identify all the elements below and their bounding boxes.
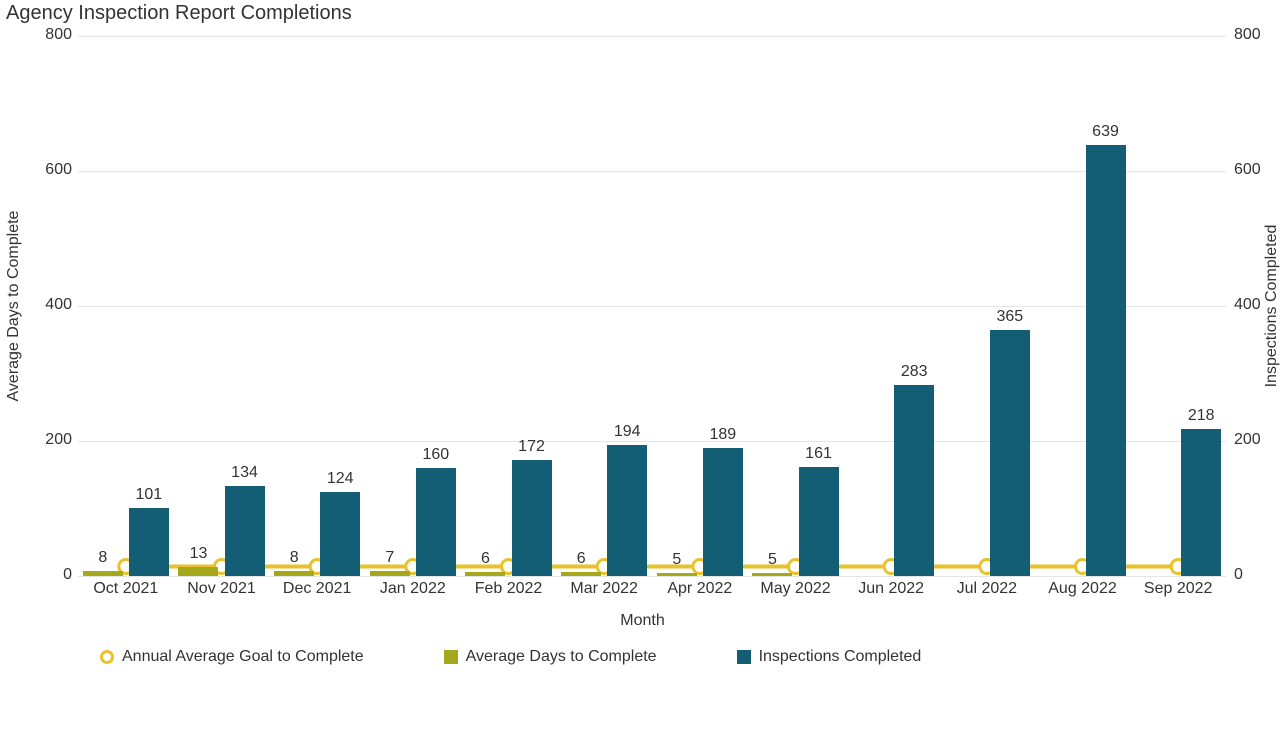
bar-label-inspections: 189 — [709, 426, 736, 444]
bar-label-inspections: 160 — [422, 446, 449, 464]
legend-item-inspections: Inspections Completed — [737, 648, 922, 666]
bar-label-inspections: 365 — [996, 308, 1023, 326]
bar-avg-days — [178, 567, 218, 576]
y-axis-left-title: Average Days to Complete — [5, 211, 23, 402]
bar-inspections — [1086, 145, 1126, 576]
plot-area: 8 101 13 134 8 124 7 160 6 172 6 194 5 189 5 161 283 365 6… — [78, 36, 1226, 576]
bar-label-inspections: 101 — [135, 486, 162, 504]
bar-inspections — [416, 468, 456, 576]
bar-avg-days — [752, 573, 792, 576]
x-tick: Jul 2022 — [957, 580, 1018, 598]
bar-label-avg-days: 6 — [577, 550, 586, 568]
bar-inspections — [894, 385, 934, 576]
chart-root: Agency Inspection Report Completions Ave… — [0, 0, 1285, 739]
gridline — [78, 171, 1226, 172]
legend: Annual Average Goal to Complete Average … — [100, 648, 921, 666]
bar-label-inspections: 124 — [327, 470, 354, 488]
gridline — [78, 576, 1226, 577]
legend-label-avgdays: Average Days to Complete — [466, 648, 657, 666]
bar-avg-days — [370, 571, 410, 576]
y-tick-right: 600 — [1234, 161, 1261, 179]
legend-swatch-inspections — [737, 650, 751, 664]
bar-label-inspections: 218 — [1188, 407, 1215, 425]
x-axis-title: Month — [620, 612, 664, 630]
x-tick: May 2022 — [760, 580, 830, 598]
bar-inspections — [607, 445, 647, 576]
x-tick: Aug 2022 — [1048, 580, 1117, 598]
bar-avg-days — [561, 572, 601, 576]
legend-swatch-goal — [100, 650, 114, 664]
bar-label-inspections: 161 — [805, 445, 832, 463]
bar-label-inspections: 283 — [901, 363, 928, 381]
x-tick: Nov 2021 — [187, 580, 256, 598]
x-tick: Oct 2021 — [93, 580, 158, 598]
gridline — [78, 441, 1226, 442]
legend-swatch-avgdays — [444, 650, 458, 664]
bar-label-inspections: 194 — [614, 423, 641, 441]
chart-title: Agency Inspection Report Completions — [6, 2, 352, 25]
y-tick-right: 400 — [1234, 296, 1261, 314]
bar-inspections — [129, 508, 169, 576]
y-tick-left: 0 — [63, 566, 72, 584]
bar-label-inspections: 172 — [518, 438, 545, 456]
x-tick: Mar 2022 — [570, 580, 638, 598]
bar-inspections — [512, 460, 552, 576]
y-tick-left: 200 — [45, 431, 72, 449]
legend-label-goal: Annual Average Goal to Complete — [122, 648, 364, 666]
bar-inspections — [703, 448, 743, 576]
gridline — [78, 36, 1226, 37]
x-tick: Dec 2021 — [283, 580, 352, 598]
bar-inspections — [799, 467, 839, 576]
x-tick: Jan 2022 — [380, 580, 446, 598]
x-tick: Sep 2022 — [1144, 580, 1213, 598]
bar-avg-days — [274, 571, 314, 576]
bar-inspections — [320, 492, 360, 576]
legend-label-inspections: Inspections Completed — [759, 648, 922, 666]
legend-item-avgdays: Average Days to Complete — [444, 648, 657, 666]
y-tick-right: 0 — [1234, 566, 1243, 584]
bar-label-inspections: 639 — [1092, 123, 1119, 141]
y-tick-left: 800 — [45, 26, 72, 44]
bar-label-avg-days: 6 — [481, 550, 490, 568]
y-tick-right: 800 — [1234, 26, 1261, 44]
y-tick-left: 600 — [45, 161, 72, 179]
gridline — [78, 306, 1226, 307]
y-axis-right-title: Inspections Completed — [1263, 225, 1281, 388]
y-tick-left: 400 — [45, 296, 72, 314]
bar-label-inspections: 134 — [231, 464, 258, 482]
bar-inspections — [225, 486, 265, 576]
bar-label-avg-days: 5 — [672, 551, 681, 569]
x-tick: Apr 2022 — [667, 580, 732, 598]
bar-inspections — [990, 330, 1030, 576]
bar-avg-days — [465, 572, 505, 576]
x-tick: Feb 2022 — [475, 580, 543, 598]
bar-avg-days — [657, 573, 697, 576]
x-tick: Jun 2022 — [858, 580, 924, 598]
bar-inspections — [1181, 429, 1221, 576]
y-tick-right: 200 — [1234, 431, 1261, 449]
bar-label-avg-days: 8 — [98, 549, 107, 567]
bar-label-avg-days: 7 — [385, 549, 394, 567]
bar-label-avg-days: 8 — [290, 549, 299, 567]
bar-avg-days — [83, 571, 123, 576]
bar-label-avg-days: 13 — [190, 545, 208, 563]
legend-item-goal: Annual Average Goal to Complete — [100, 648, 364, 666]
bar-label-avg-days: 5 — [768, 551, 777, 569]
